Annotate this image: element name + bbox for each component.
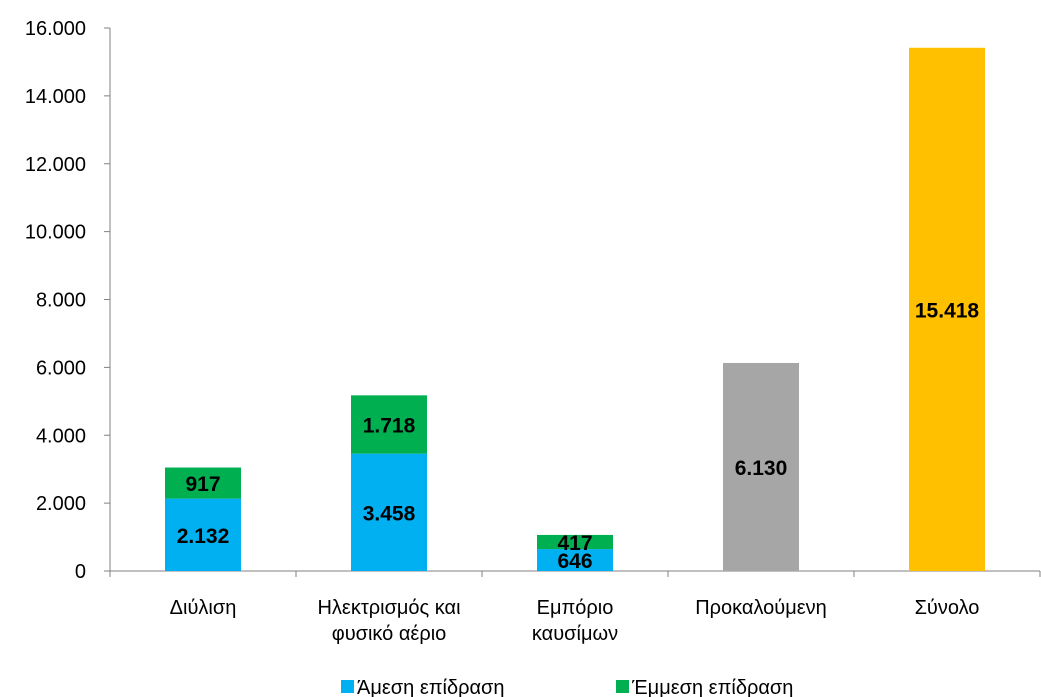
data-label: 15.418 [915, 299, 980, 322]
y-tick-label: 6.000 [36, 357, 86, 379]
data-label: 6.130 [735, 457, 788, 480]
category-label-line: Εμπόριο [537, 597, 614, 619]
bar [351, 395, 427, 454]
category-label-line: Προκαλούμενη [695, 597, 827, 619]
data-label: 917 [185, 473, 220, 496]
legend-swatch [616, 680, 629, 693]
category-label: Προκαλούμενη [695, 597, 827, 619]
bar [351, 453, 427, 571]
bar [909, 47, 985, 571]
category-label: Σύνολο [915, 597, 980, 619]
category-label-line: φυσικό αέριο [332, 623, 447, 645]
y-tick-label: 10.000 [25, 222, 86, 244]
data-labels: 2.132 3.458 646 917 1.718 417 6.130 15.418 [177, 299, 980, 573]
bar [165, 498, 241, 571]
y-tick-label: 12.000 [25, 154, 86, 176]
category-label-line: Διύλιση [170, 597, 237, 619]
data-label: 2.132 [177, 525, 230, 548]
y-tick-label: 14.000 [25, 86, 86, 108]
category-label-line: Ηλεκτρισμός και [317, 597, 460, 619]
data-label: 417 [557, 532, 592, 555]
data-label: 646 [557, 550, 592, 573]
legend: Άμεση επίδραση Έμμεση επίδραση [341, 677, 793, 697]
axes: 0 2.000 4.000 6.000 8.000 10.000 12.000 14.000 1… [25, 18, 1041, 583]
data-label: 3.458 [363, 502, 416, 525]
category-labels: Διύλιση Ηλεκτρισμός και φυσικό αέριο Εμπόρι… [170, 597, 980, 645]
category-label: Εμπόριο καυσίμων [532, 597, 618, 645]
bar [165, 467, 241, 499]
legend-item: Άμεση επίδραση [341, 677, 505, 697]
legend-item: Έμμεση επίδραση [616, 677, 793, 697]
category-label-line: καυσίμων [532, 623, 618, 645]
bar [723, 362, 799, 571]
category-label-line: Σύνολο [915, 597, 980, 619]
bars [165, 47, 985, 571]
category-label: Διύλιση [170, 597, 237, 619]
y-tick-label: 2.000 [36, 493, 86, 515]
bar [537, 549, 613, 571]
y-tick-label: 8.000 [36, 290, 86, 312]
data-label: 1.718 [363, 414, 416, 437]
y-tick-label: 0 [75, 561, 86, 583]
category-label: Ηλεκτρισμός και φυσικό αέριο [317, 597, 460, 645]
y-tick-label: 16.000 [25, 18, 86, 40]
legend-label: Άμεση επίδραση [357, 677, 505, 697]
legend-swatch [341, 680, 354, 693]
bar [537, 534, 613, 550]
y-tick-label: 4.000 [36, 425, 86, 447]
legend-label: Έμμεση επίδραση [631, 677, 793, 697]
